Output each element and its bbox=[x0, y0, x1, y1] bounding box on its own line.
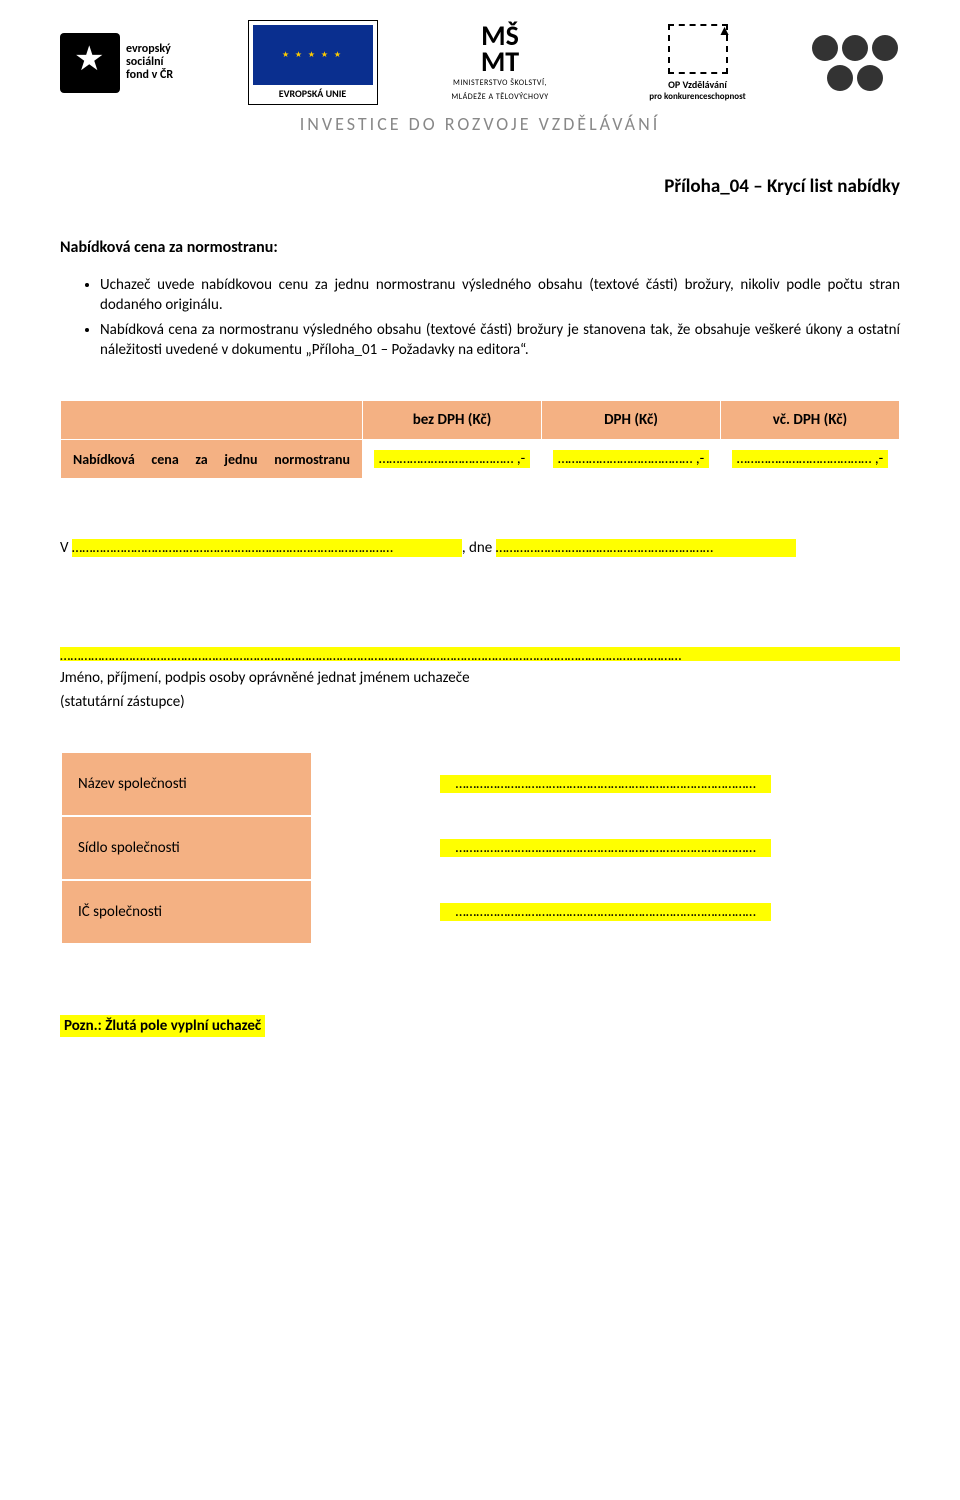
bullet-list: Uchazeč uvede nabídkovou cenu za jednu n… bbox=[60, 275, 900, 360]
fill-field[interactable]: …………………………………………………………………………… bbox=[440, 839, 772, 857]
bullet-item: Nabídková cena za normostranu výsledného… bbox=[100, 320, 900, 361]
place-field[interactable]: ………………………………………………………………………………… bbox=[72, 539, 462, 557]
price-header-vc: vč. DPH (Kč) bbox=[721, 401, 900, 440]
dots-logo bbox=[810, 35, 900, 91]
dot-icon bbox=[812, 35, 838, 61]
place-date-line: V …………………………………………………………………………………, dne …… bbox=[60, 539, 900, 557]
msmt-logo: MŠ MT MINISTERSTVO ŠKOLSTVÍ, MLÁDEŽE A T… bbox=[415, 23, 585, 101]
esf-logo: evropský sociální fond v ČR bbox=[60, 33, 210, 93]
bullet-item: Uchazeč uvede nabídkovou cenu za jednu n… bbox=[100, 275, 900, 316]
op-box-icon bbox=[668, 24, 728, 74]
msmt-line-1: MINISTERSTVO ŠKOLSTVÍ, bbox=[415, 78, 585, 88]
price-table: bez DPH (Kč) DPH (Kč) vč. DPH (Kč) Nabíd… bbox=[60, 400, 900, 479]
price-header-bez: bez DPH (Kč) bbox=[363, 401, 542, 440]
price-row-label: Nabídková cena za jednu normostranu bbox=[61, 440, 363, 479]
op-line-1: OP Vzdělávání bbox=[623, 78, 773, 91]
fill-field[interactable]: ………………………………… ,- bbox=[374, 450, 530, 468]
eu-caption: EVROPSKÁ UNIE bbox=[253, 87, 373, 100]
fill-field[interactable]: …………………………………………………………………………… bbox=[440, 903, 772, 921]
funding-logos-row: evropský sociální fond v ČR EVROPSKÁ UNI… bbox=[60, 20, 900, 105]
signature-subcaption: (statutární zástupce) bbox=[60, 693, 900, 711]
page-title: Příloha_04 – Krycí list nabídky bbox=[60, 175, 900, 198]
company-name-label: Název společnosti bbox=[61, 752, 312, 816]
price-cell-vc[interactable]: ………………………………… ,- bbox=[721, 440, 900, 479]
dot-icon bbox=[827, 65, 853, 91]
price-cell-bez[interactable]: ………………………………… ,- bbox=[363, 440, 542, 479]
company-seat-label: Sídlo společnosti bbox=[61, 816, 312, 880]
op-line-2: pro konkurenceschopnost bbox=[623, 91, 773, 102]
company-name-cell[interactable]: …………………………………………………………………………… bbox=[312, 752, 899, 816]
esf-text: evropský sociální fond v ČR bbox=[126, 43, 173, 83]
price-cell-dph[interactable]: ………………………………… ,- bbox=[542, 440, 721, 479]
price-header-dph: DPH (Kč) bbox=[542, 401, 721, 440]
fill-field[interactable]: ………………………………… ,- bbox=[732, 450, 888, 468]
signature-caption: Jméno, příjmení, podpis osoby oprávněné … bbox=[60, 669, 900, 687]
dot-icon bbox=[842, 35, 868, 61]
section-heading: Nabídková cena za normostranu: bbox=[60, 238, 900, 257]
signature-field[interactable]: …………………………………………………………………………………………………………… bbox=[60, 647, 900, 661]
investment-tagline: INVESTICE DO ROZVOJE VZDĚLÁVÁNÍ bbox=[60, 113, 900, 135]
eu-logo: EVROPSKÁ UNIE bbox=[248, 20, 378, 105]
place-prefix: V bbox=[60, 539, 72, 557]
company-seat-cell[interactable]: …………………………………………………………………………… bbox=[312, 816, 899, 880]
date-prefix: , dne bbox=[462, 539, 496, 557]
op-logo: OP Vzdělávání pro konkurenceschopnost bbox=[623, 24, 773, 102]
company-ic-label: IČ společnosti bbox=[61, 880, 312, 944]
price-header-empty bbox=[61, 401, 363, 440]
footer-note: Pozn.: Žlutá pole vyplní uchazeč bbox=[60, 1015, 265, 1037]
company-ic-cell[interactable]: …………………………………………………………………………… bbox=[312, 880, 899, 944]
fill-field[interactable]: …………………………………………………………………………… bbox=[440, 775, 772, 793]
dot-icon bbox=[857, 65, 883, 91]
esf-star-icon bbox=[60, 33, 120, 93]
msmt-line-2: MLÁDEŽE A TĚLOVÝCHOVY bbox=[415, 92, 585, 102]
fill-field[interactable]: ………………………………… ,- bbox=[553, 450, 709, 468]
company-table: Název společnosti …………………………………………………………… bbox=[60, 751, 900, 945]
date-field[interactable]: ……………………………………………………… bbox=[496, 539, 796, 557]
msmt-abbr-2: MT bbox=[415, 49, 585, 74]
eu-flag-icon bbox=[253, 25, 373, 85]
dot-icon bbox=[872, 35, 898, 61]
